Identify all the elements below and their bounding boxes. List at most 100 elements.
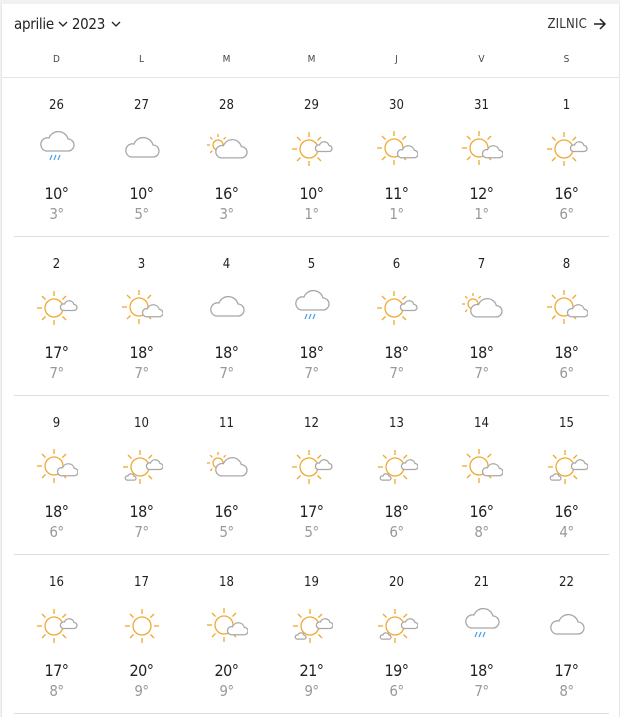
- day-number: 15: [559, 416, 574, 431]
- partly-cloudy-icon: [462, 293, 503, 318]
- low-temperature: 7°: [474, 682, 489, 700]
- day-number: 22: [559, 575, 574, 590]
- low-temperature: 7°: [389, 364, 404, 382]
- sun-small-cloud-icon: [547, 132, 588, 166]
- day-cell[interactable]: 5 18° 7°: [269, 237, 354, 395]
- day-cell[interactable]: 16 17° 8°: [14, 555, 99, 713]
- low-temperature: 1°: [474, 205, 489, 223]
- day-cell[interactable]: 18 20° 9°: [184, 555, 269, 713]
- sun-small-cloud-icon: [37, 291, 78, 325]
- high-temperature: 18°: [44, 502, 69, 521]
- day-number: 19: [304, 575, 319, 590]
- sun-clouds-icon: [123, 450, 163, 484]
- cloudy-icon: [210, 295, 245, 317]
- low-temperature: 6°: [49, 523, 64, 541]
- low-temperature: 9°: [219, 682, 234, 700]
- weekday-label: L: [138, 54, 144, 65]
- day-cell[interactable]: 13 18° 6°: [354, 396, 439, 554]
- day-cell[interactable]: 20 19° 6°: [354, 555, 439, 713]
- sun-small-cloud-icon: [292, 132, 333, 166]
- month-label: aprilie: [14, 15, 54, 33]
- calendar-week: 9 18° 6° 10 18° 7° 11 16° 5° 12 17° 5° 13 18…: [14, 396, 609, 555]
- day-number: 5: [307, 257, 316, 272]
- sun-clouds-icon: [378, 450, 418, 484]
- day-cell[interactable]: 15 16° 4°: [524, 396, 609, 554]
- day-cell[interactable]: 1 16° 6°: [524, 78, 609, 236]
- high-temperature: 17°: [299, 502, 324, 521]
- day-cell[interactable]: 21 18° 7°: [439, 555, 524, 713]
- day-number: 4: [222, 257, 231, 272]
- low-temperature: 7°: [49, 364, 64, 382]
- low-temperature: 7°: [134, 364, 149, 382]
- day-number: 14: [474, 416, 489, 431]
- rain-icon: [40, 130, 75, 161]
- low-temperature: 5°: [134, 205, 149, 223]
- low-temperature: 7°: [219, 364, 234, 382]
- month-select[interactable]: aprilie: [14, 15, 72, 33]
- day-cell[interactable]: 27 10° 5°: [99, 78, 184, 236]
- day-cell[interactable]: 8 18° 6°: [524, 237, 609, 395]
- day-cell[interactable]: 26 10° 3°: [14, 78, 99, 236]
- year-select[interactable]: 2023: [72, 15, 125, 33]
- day-number: 18: [219, 575, 234, 590]
- sun-cloud-icon: [207, 608, 248, 642]
- weekday-label: D: [53, 54, 60, 65]
- sun-clouds-icon: [378, 609, 418, 643]
- day-cell[interactable]: 17 20° 9°: [99, 555, 184, 713]
- high-temperature: 18°: [469, 661, 494, 680]
- day-cell[interactable]: 22 17° 8°: [524, 555, 609, 713]
- day-number: 28: [219, 98, 234, 113]
- high-temperature: 10°: [299, 184, 324, 203]
- daily-view-link[interactable]: ZILNIC: [547, 17, 607, 32]
- low-temperature: 6°: [559, 364, 574, 382]
- high-temperature: 16°: [554, 184, 579, 203]
- day-cell[interactable]: 19 21° 9°: [269, 555, 354, 713]
- rain-icon: [465, 607, 500, 638]
- high-temperature: 20°: [129, 661, 154, 680]
- day-cell[interactable]: 10 18° 7°: [99, 396, 184, 554]
- high-temperature: 18°: [299, 343, 324, 362]
- sun-cloud-icon: [122, 290, 163, 324]
- day-cell[interactable]: 28 16° 3°: [184, 78, 269, 236]
- day-cell[interactable]: 2 17° 7°: [14, 237, 99, 395]
- day-cell[interactable]: 11 16° 5°: [184, 396, 269, 554]
- weekday-label: J: [395, 54, 398, 65]
- day-cell[interactable]: 3 18° 7°: [99, 237, 184, 395]
- low-temperature: 6°: [389, 523, 404, 541]
- period-selectors: aprilie 2023: [14, 15, 125, 33]
- day-cell[interactable]: 4 18° 7°: [184, 237, 269, 395]
- day-cell[interactable]: 29 10° 1°: [269, 78, 354, 236]
- day-cell[interactable]: 31 12° 1°: [439, 78, 524, 236]
- high-temperature: 21°: [299, 661, 324, 680]
- low-temperature: 6°: [559, 205, 574, 223]
- sun-cloud-icon: [37, 449, 78, 483]
- day-number: 13: [389, 416, 404, 431]
- day-cell[interactable]: 12 17° 5°: [269, 396, 354, 554]
- day-cell[interactable]: 9 18° 6°: [14, 396, 99, 554]
- high-temperature: 18°: [214, 343, 239, 362]
- high-temperature: 18°: [384, 343, 409, 362]
- day-number: 21: [474, 575, 489, 590]
- day-number: 3: [137, 257, 146, 272]
- high-temperature: 18°: [129, 343, 154, 362]
- day-cell[interactable]: 14 16° 8°: [439, 396, 524, 554]
- divider: [2, 77, 619, 78]
- day-number: 31: [474, 98, 489, 113]
- day-cell[interactable]: 6 18° 7°: [354, 237, 439, 395]
- high-temperature: 11°: [384, 184, 409, 203]
- low-temperature: 3°: [219, 205, 234, 223]
- partly-cloudy-icon: [207, 134, 248, 159]
- arrow-right-icon: [594, 18, 607, 30]
- high-temperature: 12°: [469, 184, 494, 203]
- calendar-week: 26 10° 3° 27 10° 5° 28 16° 3° 29 10° 1° 30 1…: [14, 78, 609, 237]
- high-temperature: 18°: [469, 343, 494, 362]
- day-number: 8: [562, 257, 571, 272]
- day-number: 20: [389, 575, 404, 590]
- day-number: 17: [134, 575, 149, 590]
- day-cell[interactable]: 7 18° 7°: [439, 237, 524, 395]
- high-temperature: 17°: [554, 661, 579, 680]
- day-cell[interactable]: 30 11° 1°: [354, 78, 439, 236]
- low-temperature: 8°: [49, 682, 64, 700]
